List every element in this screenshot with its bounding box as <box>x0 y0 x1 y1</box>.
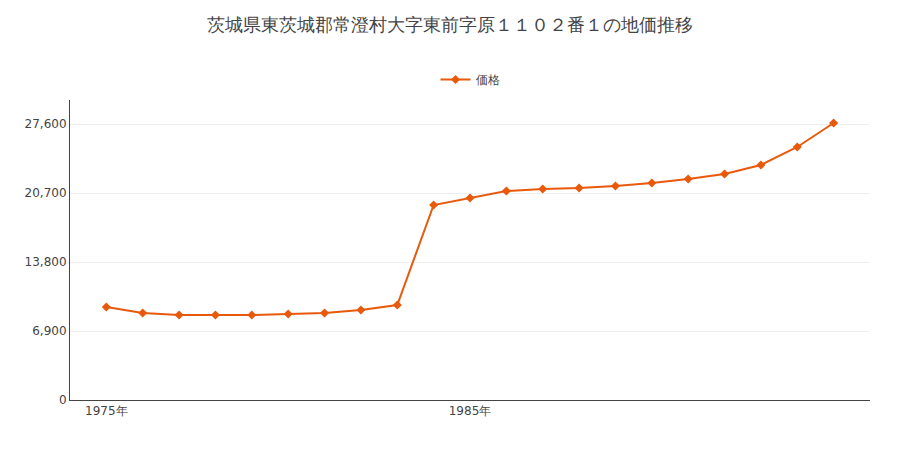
svg-text:0: 0 <box>59 393 67 407</box>
svg-text:1985年: 1985年 <box>449 404 492 418</box>
svg-text:価格: 価格 <box>476 73 500 87</box>
svg-text:茨城県東茨城郡常澄村大字東前字原１１０２番１の地価推移: 茨城県東茨城郡常澄村大字東前字原１１０２番１の地価推移 <box>207 14 693 35</box>
svg-text:1975年: 1975年 <box>85 404 128 418</box>
svg-text:6,900: 6,900 <box>32 324 66 338</box>
svg-text:13,800: 13,800 <box>25 255 67 269</box>
svg-text:20,700: 20,700 <box>25 186 67 200</box>
svg-text:27,600: 27,600 <box>25 117 67 131</box>
